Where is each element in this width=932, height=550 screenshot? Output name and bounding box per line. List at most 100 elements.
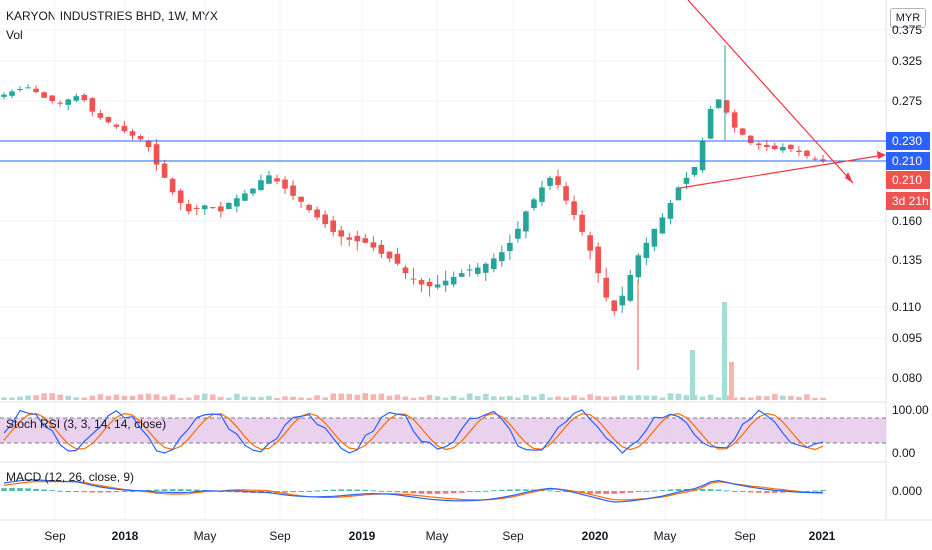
volume-bar — [89, 395, 96, 400]
volume-bar — [820, 397, 826, 400]
volume-bar — [426, 395, 433, 400]
macd-histogram-bar — [65, 491, 72, 492]
candle-body — [820, 159, 826, 161]
volume-bar — [635, 395, 642, 400]
time-tick-label: May — [194, 529, 217, 543]
macd-histogram-bar — [611, 491, 618, 494]
volume-bar — [466, 393, 473, 400]
stoch-tick-label: 100.00 — [892, 403, 929, 417]
candle-body — [121, 125, 128, 132]
candle-body — [306, 204, 312, 211]
macd-histogram-bar — [715, 489, 722, 491]
volume-bar — [73, 397, 80, 400]
macd-histogram-bar — [113, 491, 120, 493]
macd-histogram-bar — [410, 491, 417, 494]
macd-histogram-bar — [105, 491, 112, 493]
arrow-head — [877, 151, 886, 159]
horizontal-lines[interactable] — [0, 140, 886, 162]
candle-body — [643, 242, 650, 258]
candle-body — [410, 278, 417, 280]
macd-histogram-bar — [739, 491, 746, 492]
candle-body — [89, 98, 96, 112]
macd-histogram-bar — [442, 491, 449, 494]
candle-body — [539, 187, 545, 202]
volume-bar — [113, 394, 120, 400]
stoch-tick-label: 0.00 — [892, 446, 916, 460]
macd-histogram-bar — [394, 491, 401, 493]
macd-histogram-bar — [731, 491, 738, 492]
candle-body — [635, 255, 642, 278]
volume-bar — [450, 395, 457, 400]
price-tag-bg — [886, 171, 930, 189]
macd-histogram-bar — [458, 491, 465, 493]
volume-bar — [683, 395, 690, 400]
volume-bar — [49, 393, 55, 400]
volume-bar — [153, 394, 160, 400]
trendlines[interactable] — [679, 0, 886, 189]
candle-body — [298, 196, 304, 202]
macd-histogram-bar — [466, 491, 473, 493]
macd-histogram-bar — [314, 490, 320, 492]
macd-histogram-bar — [780, 491, 786, 493]
candle-body — [394, 253, 401, 264]
candle-body — [450, 276, 457, 285]
macd-histogram-bar — [490, 490, 497, 492]
volume-bar — [129, 395, 136, 400]
volume-bar — [338, 393, 345, 400]
volume-bar — [298, 397, 304, 400]
currency-button[interactable]: MYR — [890, 8, 926, 28]
macd-histogram-bar — [627, 491, 634, 493]
volume-bar — [434, 396, 441, 400]
volume-bar — [651, 395, 658, 400]
candle-body — [266, 175, 272, 184]
volume-label: Vol — [6, 28, 23, 42]
volume-bar — [804, 394, 810, 400]
candle-body — [458, 273, 465, 277]
price-tick-label: 0.275 — [892, 94, 922, 108]
volume-bar — [418, 396, 425, 400]
candle-body — [153, 144, 160, 165]
macd-histogram-bar — [804, 491, 810, 492]
volume-bar — [563, 397, 569, 400]
volume-bar — [571, 395, 577, 400]
volume-bar — [193, 395, 200, 400]
candle-body — [49, 95, 55, 101]
time-tick-label: Sep — [502, 529, 524, 543]
candle-body — [442, 280, 449, 286]
macd-histogram-bar — [338, 489, 345, 491]
price-tick-label: 0.160 — [892, 214, 922, 228]
time-tick-label: 2020 — [582, 529, 609, 543]
price-tag-bg — [886, 192, 930, 210]
candle-body — [161, 163, 168, 178]
volume-bar — [796, 396, 802, 400]
time-tick-label: Sep — [734, 529, 756, 543]
price-tag-bg — [886, 132, 930, 150]
volume-bar — [474, 396, 481, 400]
stoch-k-line — [3, 409, 824, 454]
macd-histogram-bar — [515, 489, 521, 491]
volume-bar — [314, 395, 320, 400]
macd-histogram-bar — [418, 491, 425, 494]
stoch-rsi-label: Stoch RSI (3, 3, 14, 14, close) — [6, 417, 166, 431]
price-tick-label: 0.135 — [892, 253, 922, 267]
candle-body — [563, 186, 569, 201]
candle-body — [402, 267, 409, 274]
candle-body — [595, 246, 601, 274]
macd-histogram-bar — [298, 491, 304, 492]
volume-bar — [226, 397, 232, 400]
macd-histogram-bar — [306, 491, 312, 492]
volume-bar — [177, 397, 184, 400]
macd-histogram-bar — [41, 489, 47, 491]
volume-bar — [274, 397, 280, 400]
macd-histogram-bar — [129, 491, 136, 492]
volume-bar — [729, 362, 734, 400]
candle-body — [763, 144, 770, 147]
macd-histogram-bar — [667, 489, 674, 491]
candle-body — [354, 235, 361, 242]
volume-bar — [217, 396, 224, 400]
macd-histogram-bar — [354, 489, 361, 491]
macd-histogram-bar — [763, 491, 770, 493]
macd-histogram-bar — [675, 489, 682, 491]
macd-histogram-bar — [378, 490, 385, 492]
